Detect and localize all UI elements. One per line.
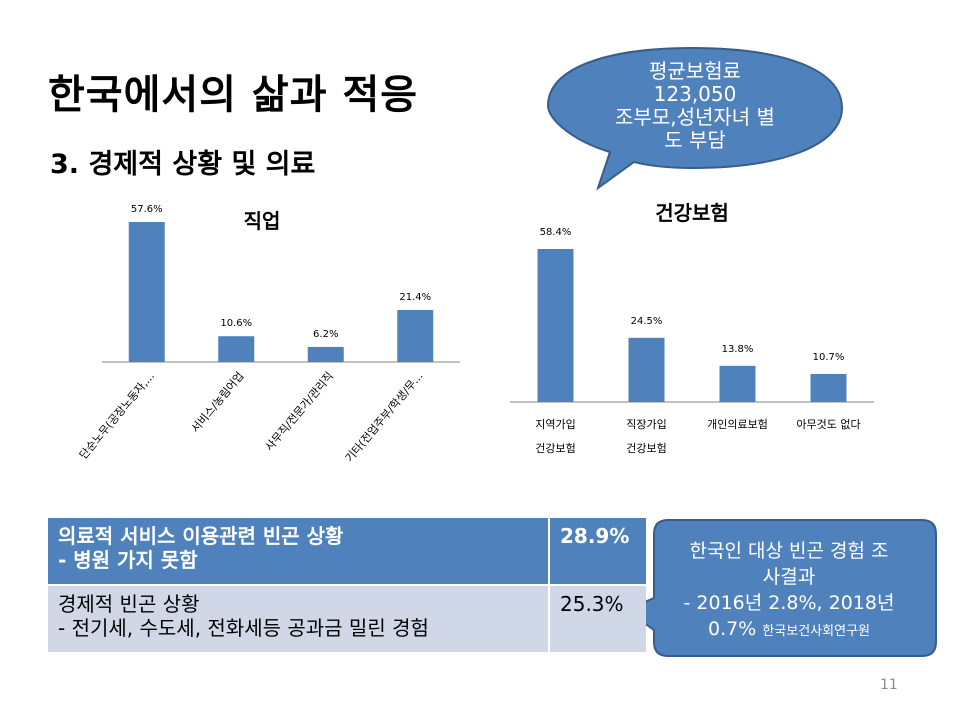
- callout-bottom-line: 한국인 대상 빈곤 경험 조: [689, 540, 889, 562]
- callout-bottom-source: 한국보건사회연구원: [762, 624, 870, 639]
- category-label: 사무직/전문가/관리직: [263, 370, 336, 454]
- data-label: 6.2%: [313, 329, 338, 340]
- data-label: 10.6%: [220, 318, 252, 329]
- callout-top-line: 평균보험료: [649, 59, 741, 83]
- table-cell-label: 의료적 서비스 이용관련 빈곤 상황 - 병원 가지 못함: [48, 518, 549, 586]
- category-label: 개인의료보험: [707, 418, 768, 431]
- chart-title: 직업: [244, 209, 281, 233]
- bar: [537, 249, 574, 402]
- category-label: 단순노무(공장노동자,...: [77, 370, 157, 462]
- page-number: 11: [880, 677, 898, 693]
- data-label: 13.8%: [722, 344, 754, 355]
- callout-bottom-line: 사결과: [762, 566, 816, 588]
- callout-bottom-text: 한국인 대상 빈곤 경험 조 사결과 - 2016년 2.8%, 2018년 0…: [658, 538, 920, 645]
- category-label: 건강보험: [535, 442, 575, 455]
- category-label: 아무것도 없다: [796, 418, 860, 431]
- bar: [628, 337, 665, 402]
- callout-bottom-bubble: [623, 519, 937, 657]
- bar: [397, 309, 434, 362]
- bar: [307, 346, 344, 362]
- bar: [218, 336, 255, 362]
- slide-subtitle: 3. 경제적 상황 및 의료: [50, 149, 316, 180]
- row-label-main: 경제적 빈곤 상황: [58, 592, 200, 616]
- poverty-table: 의료적 서비스 이용관련 빈곤 상황 - 병원 가지 못함 28.9% 경제적 …: [48, 518, 646, 652]
- bar: [719, 365, 756, 402]
- callout-bottom-line: 0.7% 한국보건사회연구원: [658, 616, 920, 645]
- row-label-main: 의료적 서비스 이용관련 빈곤 상황: [58, 524, 344, 548]
- callout-top-line: 도 부담: [664, 128, 726, 152]
- table-cell-value: 25.3%: [548, 585, 646, 652]
- chart-health-insurance: 건강보험58.4%지역가입건강보험24.5%직장가입건강보험13.8%개인의료보…: [510, 201, 874, 455]
- bar: [128, 222, 165, 362]
- table-row: 의료적 서비스 이용관련 빈곤 상황 - 병원 가지 못함 28.9%: [48, 518, 646, 586]
- data-label: 21.4%: [399, 292, 431, 303]
- callout-top-line: 123,050: [653, 82, 737, 106]
- callout-bottom-line: - 2016년 2.8%, 2018년: [683, 592, 895, 614]
- chart-title: 건강보험: [655, 201, 729, 225]
- table-row: 경제적 빈곤 상황 - 전기세, 수도세, 전화세등 공과금 밀린 경험 25.…: [48, 585, 646, 652]
- data-label: 24.5%: [631, 316, 663, 327]
- table-cell-value: 28.9%: [548, 518, 646, 586]
- callout-top-bubble: [546, 46, 844, 191]
- category-label: 지역가입: [535, 418, 575, 431]
- chart-occupation: 직업 57.6% 단순노무(공장노동자,... 10.6% 서비스/농림어업 6.2% 사무…: [77, 204, 460, 465]
- data-label: 58.4%: [540, 227, 572, 238]
- category-label: 서비스/농림어업: [189, 370, 247, 435]
- data-label: 10.7%: [813, 352, 845, 363]
- category-label: 직장가입: [626, 418, 666, 431]
- callout-top-line: 조부모,성년자녀 별: [615, 105, 775, 129]
- table-cell-label: 경제적 빈곤 상황 - 전기세, 수도세, 전화세등 공과금 밀린 경험: [48, 585, 549, 652]
- row-label-sub: - 병원 가지 못함: [58, 548, 198, 572]
- category-label: 건강보험: [626, 442, 666, 455]
- row-label-sub: - 전기세, 수도세, 전화세등 공과금 밀린 경험: [58, 616, 429, 640]
- slide-title: 한국에서의 삶과 적응: [48, 72, 419, 118]
- category-label: 기타(전업주부/학생/무...: [343, 370, 426, 465]
- callout-top-text: 평균보험료 123,050 조부모,성년자녀 별 도 부담: [560, 60, 830, 152]
- callout-bottom-value: 0.7%: [708, 618, 757, 640]
- bar: [810, 373, 847, 402]
- data-label: 57.6%: [131, 204, 163, 215]
